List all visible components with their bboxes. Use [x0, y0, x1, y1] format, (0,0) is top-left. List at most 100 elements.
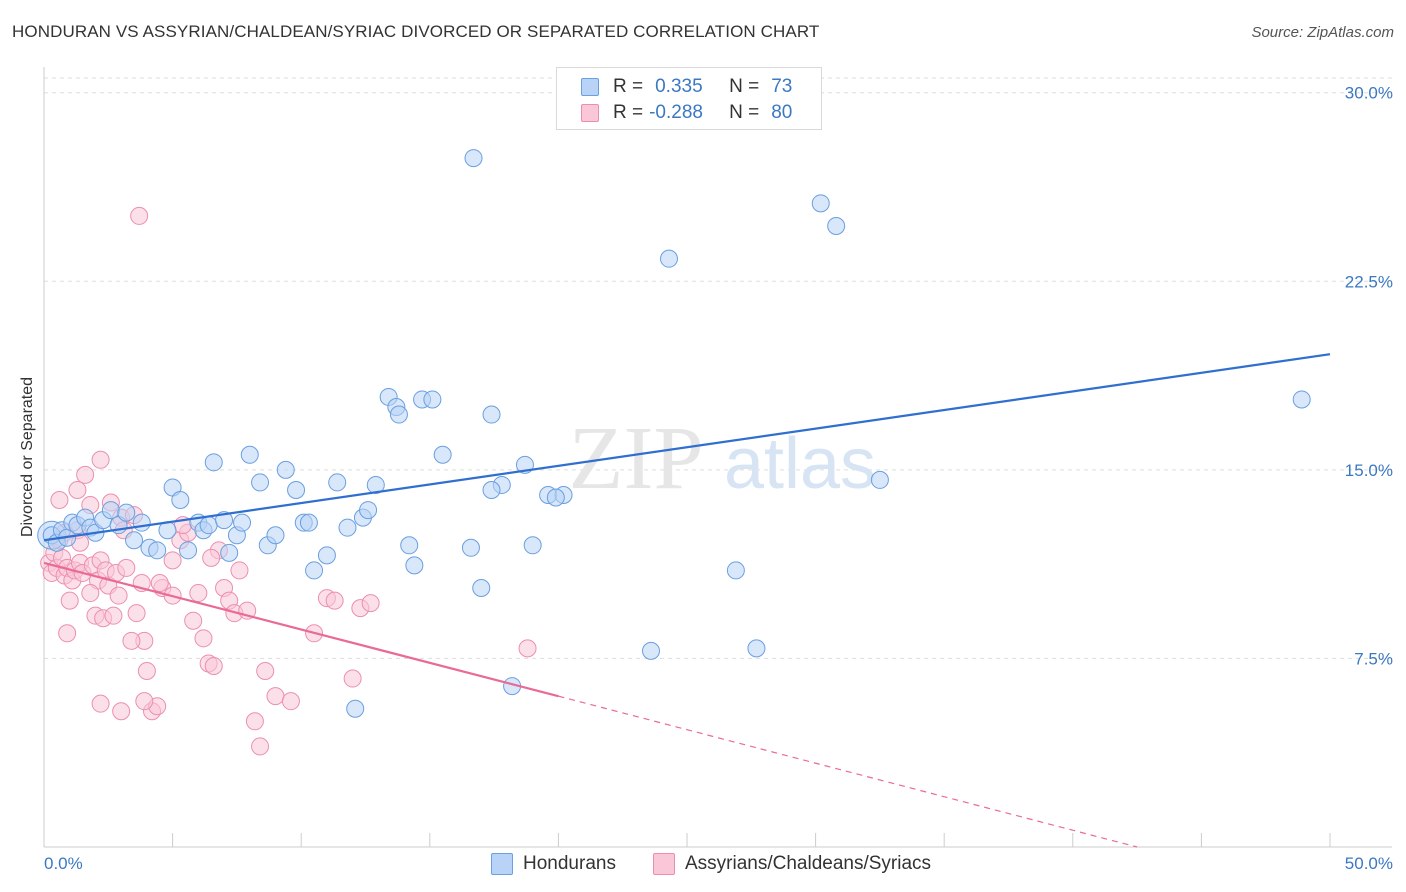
data-point-assyrians	[122, 631, 141, 650]
data-point-hondurans	[811, 194, 830, 213]
data-point-hondurans	[366, 475, 385, 494]
data-point-hondurans	[641, 641, 660, 660]
data-point-assyrians	[58, 624, 77, 643]
data-point-assyrians	[112, 702, 131, 721]
legend-n-value: 80	[771, 102, 793, 123]
data-point-assyrians	[163, 551, 182, 570]
trend-line-assyrians-extension	[558, 695, 1138, 848]
bottom-legend-assyrians: Assyrians/Chaldeans/Syriacs	[653, 851, 931, 877]
data-point-assyrians	[325, 591, 344, 610]
data-point-hondurans	[482, 480, 501, 499]
data-point-hondurans	[101, 501, 120, 520]
data-point-hondurans	[423, 390, 442, 409]
data-point-hondurans	[346, 699, 365, 718]
legend-row-assyrians: R = -0.288 N = 80	[581, 101, 792, 125]
legend-n-label: N =	[729, 102, 760, 123]
bottom-legend-label: Hondurans	[523, 853, 616, 874]
data-point-hondurans	[199, 516, 218, 535]
data-point-assyrians	[266, 687, 285, 706]
legend-n-value: 73	[771, 76, 793, 97]
trend-lines	[43, 353, 1331, 848]
data-point-hondurans	[317, 546, 336, 565]
data-point-hondurans	[287, 480, 306, 499]
y-tick-label: 7.5%	[1354, 649, 1393, 668]
data-point-assyrians	[91, 450, 110, 469]
data-point-hondurans	[546, 488, 565, 507]
data-point-hondurans	[726, 561, 745, 580]
data-point-assyrians	[91, 694, 110, 713]
data-point-hondurans	[132, 513, 151, 532]
bottom-legend-swatch-pink	[653, 853, 675, 875]
data-point-assyrians	[117, 558, 136, 577]
data-point-assyrians	[518, 639, 537, 658]
series-assyrians-points	[40, 206, 537, 756]
data-point-hondurans	[747, 639, 766, 658]
data-point-hondurans	[359, 501, 378, 520]
x-tick-label: 50.0%	[1345, 854, 1393, 873]
watermark-atlas: atlas	[724, 424, 876, 504]
x-tick-label: 0.0%	[44, 854, 83, 873]
data-point-hondurans	[171, 491, 190, 510]
data-point-hondurans	[328, 473, 347, 492]
data-point-assyrians	[135, 692, 154, 711]
data-point-hondurans	[117, 503, 136, 522]
bottom-legend-hondurans: Hondurans	[491, 851, 616, 877]
data-point-hondurans	[400, 536, 419, 555]
data-point-hondurans	[148, 541, 167, 560]
legend-row-hondurans: R = 0.335 N = 73	[581, 75, 792, 99]
data-point-assyrians	[281, 692, 300, 711]
data-point-assyrians	[109, 586, 128, 605]
data-point-hondurans	[276, 460, 295, 479]
y-tick-label: 15.0%	[1345, 461, 1393, 480]
y-axis-title: Divorced or Separated	[19, 377, 36, 537]
data-point-assyrians	[251, 737, 270, 756]
data-point-assyrians	[245, 712, 264, 731]
data-point-assyrians	[81, 584, 100, 603]
source-label: Source: ZipAtlas.com	[1251, 24, 1394, 41]
data-point-hondurans	[827, 216, 846, 235]
legend-r-value: -0.288	[649, 102, 703, 123]
data-point-hondurans	[220, 543, 239, 562]
tick-labels: 7.5% 15.0% 22.5% 30.0% 0.0% 50.0%	[44, 84, 1393, 873]
data-point-assyrians	[194, 629, 213, 648]
legend-r-label: R =	[613, 76, 644, 97]
correlation-legend: R = 0.335 N = 73 R = -0.288 N = 80	[556, 67, 822, 130]
data-point-hondurans	[461, 538, 480, 557]
data-point-hondurans	[464, 149, 483, 168]
legend-r-value: 0.335	[655, 76, 703, 97]
data-point-assyrians	[104, 606, 123, 625]
data-point-hondurans	[251, 473, 270, 492]
trend-line-assyrians	[43, 561, 559, 698]
data-point-hondurans	[338, 518, 357, 537]
watermark-zip: ZIP	[569, 409, 704, 508]
data-point-hondurans	[405, 556, 424, 575]
data-point-assyrians	[127, 604, 146, 623]
data-point-assyrians	[76, 465, 95, 484]
legend-swatch-pink	[581, 104, 599, 122]
trend-line-hondurans	[43, 353, 1331, 542]
chart-title: HONDURAN VS ASSYRIAN/CHALDEAN/SYRIAC DIV…	[12, 22, 820, 41]
data-point-hondurans	[240, 445, 259, 464]
data-point-hondurans	[299, 513, 318, 532]
data-point-hondurans	[482, 405, 501, 424]
data-point-hondurans	[659, 249, 678, 268]
data-point-assyrians	[343, 669, 362, 688]
data-point-assyrians	[202, 548, 221, 567]
legend-r-label: R =	[613, 102, 644, 123]
data-point-assyrians	[150, 574, 169, 592]
data-point-assyrians	[68, 480, 87, 499]
data-point-hondurans	[179, 541, 198, 560]
y-tick-label: 22.5%	[1345, 272, 1393, 291]
data-point-assyrians	[60, 591, 79, 610]
bottom-legend-swatch-blue	[491, 853, 513, 875]
data-point-assyrians	[361, 594, 380, 613]
data-point-assyrians	[256, 662, 275, 680]
data-point-assyrians	[230, 561, 249, 580]
data-point-assyrians	[50, 491, 69, 510]
legend-n-label: N =	[729, 76, 760, 97]
y-tick-label: 30.0%	[1345, 84, 1393, 103]
data-point-assyrians	[137, 662, 156, 680]
legend-swatch-blue	[581, 78, 599, 96]
